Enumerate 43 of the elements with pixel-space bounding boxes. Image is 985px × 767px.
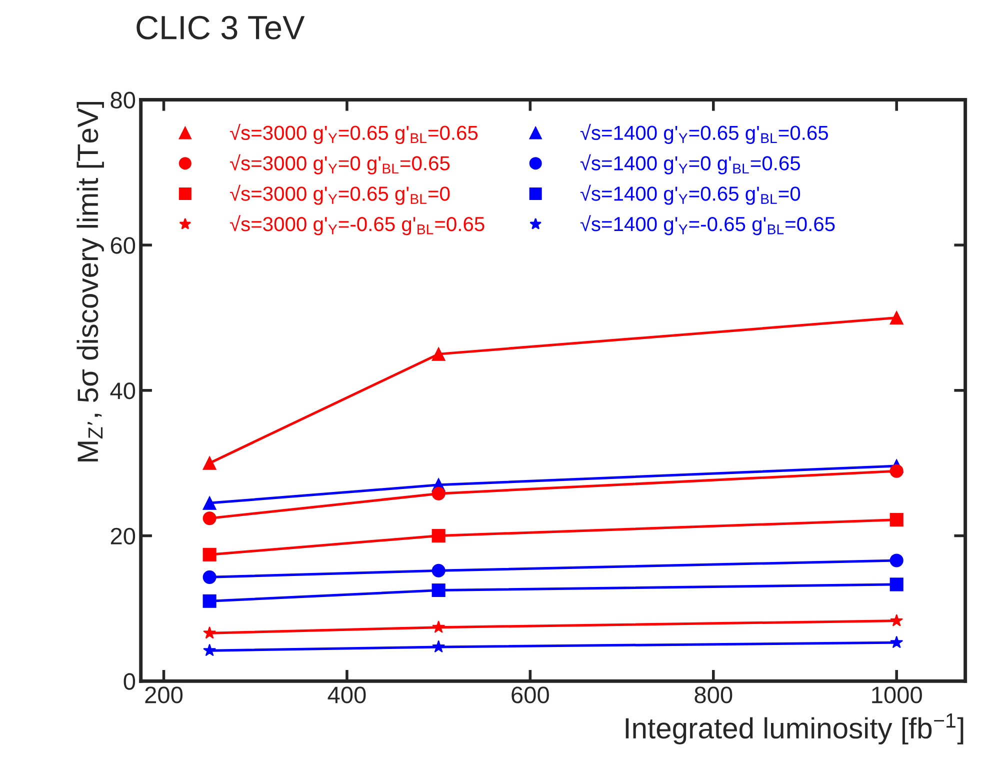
point — [890, 578, 904, 592]
x-tick-label: 200 — [145, 686, 183, 704]
point — [203, 626, 216, 639]
y-tick-label: 20 — [110, 528, 136, 545]
point — [202, 594, 216, 608]
y-axis-title: M$_{Z’}$, 5σ discovery limit [TeV] — [76, 102, 104, 462]
point — [432, 583, 446, 598]
point — [890, 614, 904, 626]
legend-label: √s=3000 g'$_{Y}$=0 g'$_{BL}$=0.65 — [230, 154, 450, 174]
point — [432, 640, 446, 653]
y-tick-label: 60 — [110, 237, 136, 254]
x-tick-label: 800 — [694, 686, 732, 704]
point — [890, 464, 904, 478]
y-tick-label: 40 — [110, 382, 136, 400]
point — [890, 636, 904, 648]
point — [203, 644, 216, 656]
legend-label: √s=3000 g'$_{Y}$=-0.65 g'$_{BL}$=0.65 — [230, 215, 484, 236]
point — [890, 512, 904, 527]
point — [432, 564, 446, 578]
y-tick-label: 80 — [110, 92, 136, 108]
legend-label: √s=3000 g'$_{Y}$=0.65 g'$_{BL}$=0 — [230, 184, 450, 205]
point — [202, 496, 216, 510]
point — [890, 554, 904, 568]
legend-label: √s=1400 g'$_{Y}$=0.65 g'$_{BL}$=0.65 — [580, 124, 828, 144]
point — [202, 456, 216, 470]
y-tick-label: 0 — [124, 673, 136, 690]
x-tick-label: 1000 — [872, 686, 922, 704]
point — [202, 548, 216, 562]
point — [432, 620, 446, 633]
x-tick-label: 400 — [328, 686, 366, 704]
point — [202, 512, 216, 526]
point — [890, 310, 904, 324]
point — [432, 528, 446, 543]
x-axis-title: Integrated luminosity [fb$^{−1}$] — [626, 714, 964, 744]
point — [432, 486, 446, 500]
legend-label: √s=1400 g'$_{Y}$=0.65 g'$_{BL}$=0 — [580, 184, 800, 205]
legend-label: √s=1400 g'$_{Y}$=0 g'$_{BL}$=0.65 — [580, 154, 800, 174]
point — [202, 570, 216, 584]
x-tick-label: 600 — [512, 686, 549, 704]
legend-label: √s=1400 g'$_{Y}$=-0.65 g'$_{BL}$=0.65 — [580, 215, 835, 236]
point — [432, 347, 446, 361]
legend-label: √s=3000 g'$_{Y}$=0.65 g'$_{BL}$=0.65 — [230, 124, 478, 144]
chart-title: CLIC 3 TeV — [136, 16, 305, 40]
